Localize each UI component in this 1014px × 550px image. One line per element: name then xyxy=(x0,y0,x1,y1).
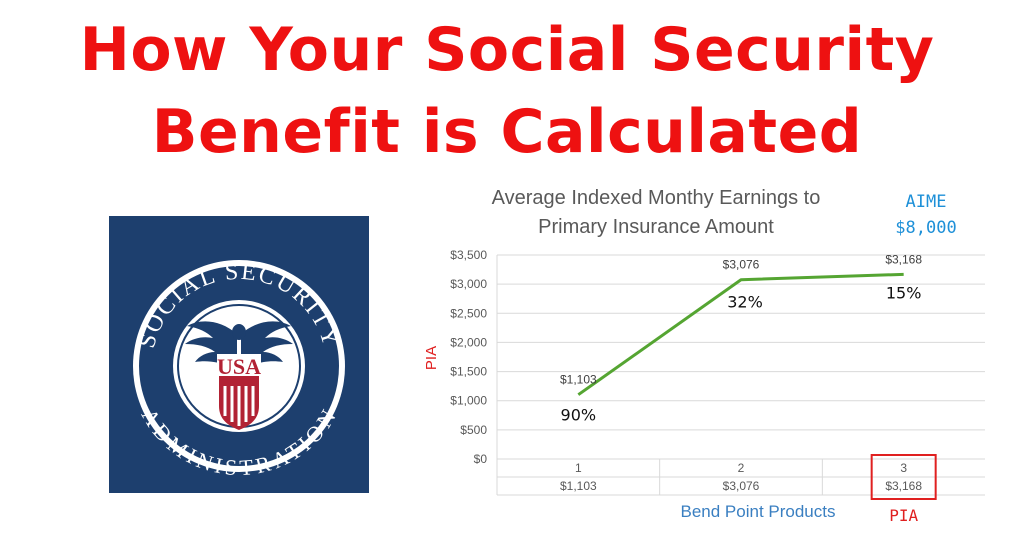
y-tick-label: $0 xyxy=(474,452,488,466)
y-tick-label: $500 xyxy=(460,423,487,437)
headline-line-1: How Your Social Security xyxy=(79,15,935,85)
y-tick-label: $2,000 xyxy=(450,335,487,349)
ssa-seal-icon: SOCIAL SECURITY ADMINISTRATION USA xyxy=(133,259,345,480)
aime-value: $8,000 xyxy=(895,218,956,238)
aime-label: AIME xyxy=(906,192,947,212)
series-line-pia xyxy=(577,272,904,396)
logo-usa-text: USA xyxy=(217,354,261,379)
y-axis-label: PIA xyxy=(423,346,440,370)
y-tick-label: $2,500 xyxy=(450,306,487,320)
pia-highlight-box xyxy=(870,454,937,500)
data-label: $3,168 xyxy=(885,252,922,266)
y-tick-label: $3,000 xyxy=(450,277,487,291)
y-tick-label: $1,500 xyxy=(450,365,487,379)
pia-line-chart: Average Indexed Monthy Earnings to Prima… xyxy=(423,187,985,525)
percent-annotation: 15% xyxy=(886,283,922,302)
x-tick-label: 1 xyxy=(575,461,582,475)
table-cell: $3,168 xyxy=(885,479,922,493)
x-tick-label: 3 xyxy=(900,461,907,475)
table-cell: $1,103 xyxy=(560,479,597,493)
percent-annotation: 90% xyxy=(561,406,597,425)
ssa-logo: SOCIAL SECURITY ADMINISTRATION USA xyxy=(109,216,369,493)
data-label: $1,103 xyxy=(560,373,597,387)
percent-annotation: 32% xyxy=(727,293,763,312)
x-tick-label: 2 xyxy=(738,461,745,475)
data-label: $3,076 xyxy=(723,258,760,272)
table-cell: $3,076 xyxy=(723,479,760,493)
pia-callout: PIA xyxy=(889,506,918,525)
x-axis-label: Bend Point Products xyxy=(681,502,836,521)
y-tick-label: $1,000 xyxy=(450,394,487,408)
chart-title-line-2: Primary Insurance Amount xyxy=(538,216,774,238)
y-tick-label: $3,500 xyxy=(450,248,487,262)
chart-title-line-1: Average Indexed Monthy Earnings to xyxy=(492,187,821,209)
chart-area: Average Indexed Monthy Earnings to Prima… xyxy=(400,180,1000,530)
headline-line-2: Benefit is Calculated xyxy=(151,97,863,167)
